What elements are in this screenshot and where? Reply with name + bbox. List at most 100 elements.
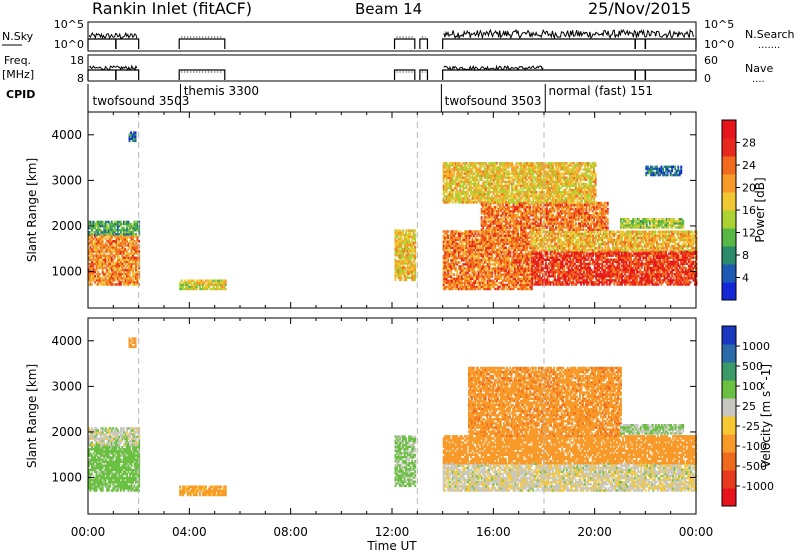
data-cell (465, 277, 468, 280)
data-cell (91, 240, 93, 243)
data-cell (489, 242, 492, 246)
data-cell (109, 281, 112, 284)
data-cell (400, 258, 403, 261)
data-cell (498, 242, 501, 246)
data-cell (501, 261, 504, 264)
data-cell (511, 230, 513, 233)
data-cell (485, 259, 488, 262)
data-cell (520, 281, 523, 285)
data-cell (192, 283, 195, 287)
data-cell (471, 287, 474, 291)
data-cell (133, 260, 136, 264)
data-cell (498, 252, 501, 256)
data-cell (106, 236, 109, 239)
data-cell (453, 254, 456, 258)
data-cell (503, 248, 506, 252)
data-cell (488, 275, 491, 278)
data-cell (112, 268, 115, 272)
data-cell (473, 281, 475, 285)
data-cell (132, 275, 134, 278)
data-cell (104, 220, 107, 224)
data-cell (485, 267, 488, 270)
data-cell (447, 281, 450, 285)
data-cell (98, 238, 101, 241)
data-cell (136, 250, 139, 253)
data-cell (470, 232, 472, 235)
data-cell (121, 256, 124, 259)
data-cell (445, 244, 448, 248)
data-cell (506, 263, 509, 266)
data-cell (501, 230, 504, 233)
data-cell (454, 281, 457, 285)
data-cell (130, 240, 133, 243)
data-cell (400, 278, 403, 282)
data-cell (448, 281, 451, 285)
data-cell (474, 271, 477, 274)
data-cell (132, 260, 134, 264)
data-cell (121, 248, 124, 251)
data-cell (130, 226, 133, 230)
data-cell (195, 287, 198, 291)
data-cell (107, 228, 110, 232)
data-cell (134, 139, 137, 143)
data-cell (482, 271, 485, 274)
data-cell (103, 272, 106, 276)
data-cell (473, 259, 475, 262)
data-cell (501, 281, 504, 285)
data-cell (126, 222, 128, 226)
data-cell (116, 266, 119, 270)
data-cell (400, 239, 403, 243)
data-cell (119, 231, 122, 234)
data-cell (101, 242, 104, 245)
data-cell (104, 281, 107, 284)
data-cell (107, 238, 110, 241)
data-cell (130, 268, 133, 272)
data-cell (450, 275, 453, 278)
data-cell (489, 275, 492, 278)
data-cell (489, 263, 492, 266)
data-cell (104, 233, 107, 237)
data-cell (127, 228, 130, 232)
data-cell (488, 236, 491, 239)
data-cell (459, 248, 462, 252)
data-cell (474, 277, 477, 280)
data-cell (451, 261, 454, 264)
data-cell (396, 270, 398, 273)
data-cell (482, 254, 485, 258)
data-cell (92, 254, 95, 257)
data-cell (467, 263, 469, 266)
data-cell (191, 283, 194, 287)
data-cell (489, 281, 492, 285)
data-cell (98, 246, 101, 249)
data-cell (497, 273, 500, 276)
data-cell (88, 236, 90, 239)
data-cell (483, 244, 486, 248)
data-cell (133, 252, 136, 255)
data-cell (512, 256, 515, 260)
data-cell (94, 250, 96, 253)
data-cell (91, 248, 93, 251)
data-cell (473, 275, 475, 278)
data-cell (113, 226, 116, 230)
data-cell (406, 235, 409, 238)
data-cell (88, 242, 90, 245)
data-cell (192, 281, 195, 285)
data-cell (489, 240, 492, 243)
data-cell (208, 279, 210, 282)
data-cell (128, 139, 131, 143)
data-cell (494, 263, 497, 266)
data-cell (400, 237, 403, 241)
data-cell (503, 234, 506, 237)
data-cell (448, 246, 451, 250)
data-cell (492, 250, 495, 254)
data-cell (132, 256, 134, 259)
data-cell (127, 248, 130, 251)
data-cell (505, 232, 507, 235)
data-cell (138, 258, 141, 261)
data-cell (394, 231, 397, 234)
data-cell (132, 226, 134, 230)
data-cell (521, 277, 524, 280)
data-cell (514, 242, 516, 246)
data-cell (409, 268, 412, 271)
data-cell (514, 259, 516, 262)
